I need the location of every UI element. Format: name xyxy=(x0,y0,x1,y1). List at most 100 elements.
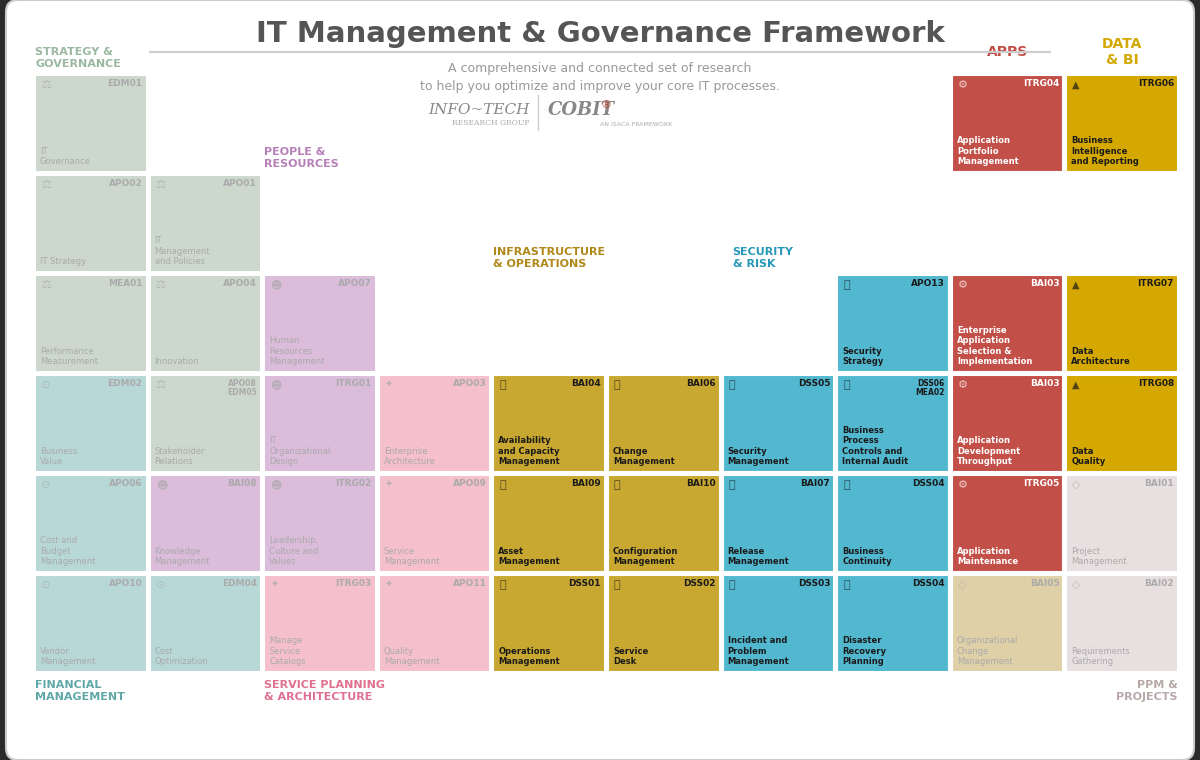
Text: ITRG01: ITRG01 xyxy=(336,379,372,388)
Bar xyxy=(722,375,834,472)
Text: IT
Management
and Policies: IT Management and Policies xyxy=(155,236,210,266)
Text: BAI04: BAI04 xyxy=(571,379,601,388)
Text: AN ISACA FRAMEWORK: AN ISACA FRAMEWORK xyxy=(600,122,672,126)
Text: ▲: ▲ xyxy=(1073,280,1080,290)
Text: ⊙: ⊙ xyxy=(156,580,164,590)
Text: DSS02: DSS02 xyxy=(683,579,715,588)
Text: ITRG06: ITRG06 xyxy=(1138,79,1174,88)
Text: APO10: APO10 xyxy=(109,579,143,588)
Text: BAI05: BAI05 xyxy=(1030,579,1060,588)
Text: ⛨: ⛨ xyxy=(844,380,850,390)
Bar xyxy=(608,375,720,472)
Text: BAI07: BAI07 xyxy=(800,479,830,488)
Text: ⛨: ⛨ xyxy=(728,480,736,490)
Text: Business
Intelligence
and Reporting: Business Intelligence and Reporting xyxy=(1072,136,1139,166)
Text: DSS01: DSS01 xyxy=(569,579,601,588)
Text: ⛨: ⛨ xyxy=(728,380,736,390)
Bar xyxy=(264,575,376,672)
Text: Release
Management: Release Management xyxy=(727,546,790,566)
Text: DSS06
MEA02: DSS06 MEA02 xyxy=(916,379,944,397)
Text: Application
Maintenance: Application Maintenance xyxy=(956,546,1018,566)
Text: ▲: ▲ xyxy=(1073,80,1080,90)
Bar xyxy=(35,575,146,672)
Text: DSS03: DSS03 xyxy=(798,579,830,588)
Text: ⚖: ⚖ xyxy=(41,280,50,290)
Bar xyxy=(150,175,262,272)
Text: MEA01: MEA01 xyxy=(108,279,143,288)
Text: Vendor
Management: Vendor Management xyxy=(40,647,96,666)
Text: ⛟: ⛟ xyxy=(614,580,620,590)
Text: A comprehensive and connected set of research
to help you optimize and improve y: A comprehensive and connected set of res… xyxy=(420,62,780,93)
Text: BAI03: BAI03 xyxy=(1030,279,1060,288)
Text: IT Strategy: IT Strategy xyxy=(40,257,86,266)
Text: Service
Desk: Service Desk xyxy=(613,647,648,666)
Text: ⚙: ⚙ xyxy=(958,280,967,290)
Text: ◇: ◇ xyxy=(1073,580,1081,590)
Text: Business
Continuity: Business Continuity xyxy=(842,546,892,566)
Text: APO03: APO03 xyxy=(452,379,486,388)
Bar xyxy=(1067,375,1178,472)
Bar xyxy=(1067,75,1178,172)
Text: ⚖: ⚖ xyxy=(41,80,50,90)
Bar xyxy=(838,475,949,572)
Text: STRATEGY &
GOVERNANCE: STRATEGY & GOVERNANCE xyxy=(35,47,121,68)
Text: Stakeholder
Relations: Stakeholder Relations xyxy=(155,447,205,466)
Text: DSS04: DSS04 xyxy=(912,479,944,488)
Text: ⛟: ⛟ xyxy=(499,480,506,490)
Bar xyxy=(264,475,376,572)
Text: ✦: ✦ xyxy=(385,380,392,390)
Text: ITRG04: ITRG04 xyxy=(1024,79,1060,88)
Text: APO04: APO04 xyxy=(223,279,257,288)
Text: ☻: ☻ xyxy=(270,280,282,290)
Text: ®: ® xyxy=(600,100,611,110)
Text: ⚖: ⚖ xyxy=(156,280,166,290)
Text: APO08
EDM05: APO08 EDM05 xyxy=(228,379,257,397)
Text: BAI06: BAI06 xyxy=(686,379,715,388)
Text: EDM02: EDM02 xyxy=(108,379,143,388)
Bar xyxy=(35,375,146,472)
Text: ⚖: ⚖ xyxy=(156,380,166,390)
Text: APPS: APPS xyxy=(986,45,1028,59)
Bar xyxy=(952,275,1063,372)
Bar xyxy=(722,475,834,572)
Text: ⛟: ⛟ xyxy=(614,480,620,490)
Text: ITRG07: ITRG07 xyxy=(1138,279,1174,288)
Text: ⛟: ⛟ xyxy=(614,380,620,390)
Text: Configuration
Management: Configuration Management xyxy=(613,546,678,566)
Text: ☻: ☻ xyxy=(270,380,282,390)
Text: Change
Management: Change Management xyxy=(613,447,674,466)
Text: ▲: ▲ xyxy=(1073,380,1080,390)
Text: EDM04: EDM04 xyxy=(222,579,257,588)
Text: ⚙: ⚙ xyxy=(958,480,967,490)
Text: Requirements
Gathering: Requirements Gathering xyxy=(1072,647,1130,666)
Text: APO09: APO09 xyxy=(452,479,486,488)
Text: SERVICE PLANNING
& ARCHITECTURE: SERVICE PLANNING & ARCHITECTURE xyxy=(264,680,385,701)
Bar xyxy=(150,475,262,572)
Text: ⊙: ⊙ xyxy=(41,380,50,390)
Text: SECURITY
& RISK: SECURITY & RISK xyxy=(732,247,793,268)
FancyBboxPatch shape xyxy=(6,0,1194,760)
Text: ⛟: ⛟ xyxy=(499,380,506,390)
Text: Application
Development
Throughput: Application Development Throughput xyxy=(956,436,1020,466)
Text: ⛨: ⛨ xyxy=(844,280,850,290)
Text: Organizational
Change
Management: Organizational Change Management xyxy=(956,636,1018,666)
Text: Quality
Management: Quality Management xyxy=(384,647,439,666)
Text: ✦: ✦ xyxy=(270,580,278,590)
Bar xyxy=(264,275,376,372)
Text: EDM01: EDM01 xyxy=(108,79,143,88)
Bar xyxy=(493,475,605,572)
Text: Human
Resources
Management: Human Resources Management xyxy=(269,336,325,366)
Bar xyxy=(838,275,949,372)
Text: DSS04: DSS04 xyxy=(912,579,944,588)
Bar xyxy=(150,375,262,472)
Text: Data
Architecture: Data Architecture xyxy=(1072,347,1132,366)
Bar xyxy=(493,375,605,472)
Bar xyxy=(608,475,720,572)
Text: ⊙: ⊙ xyxy=(41,480,50,490)
Text: ITRG05: ITRG05 xyxy=(1024,479,1060,488)
Bar xyxy=(952,75,1063,172)
Text: BAI10: BAI10 xyxy=(686,479,715,488)
Text: Operations
Management: Operations Management xyxy=(498,647,560,666)
Text: ⛟: ⛟ xyxy=(499,580,506,590)
Bar xyxy=(722,575,834,672)
